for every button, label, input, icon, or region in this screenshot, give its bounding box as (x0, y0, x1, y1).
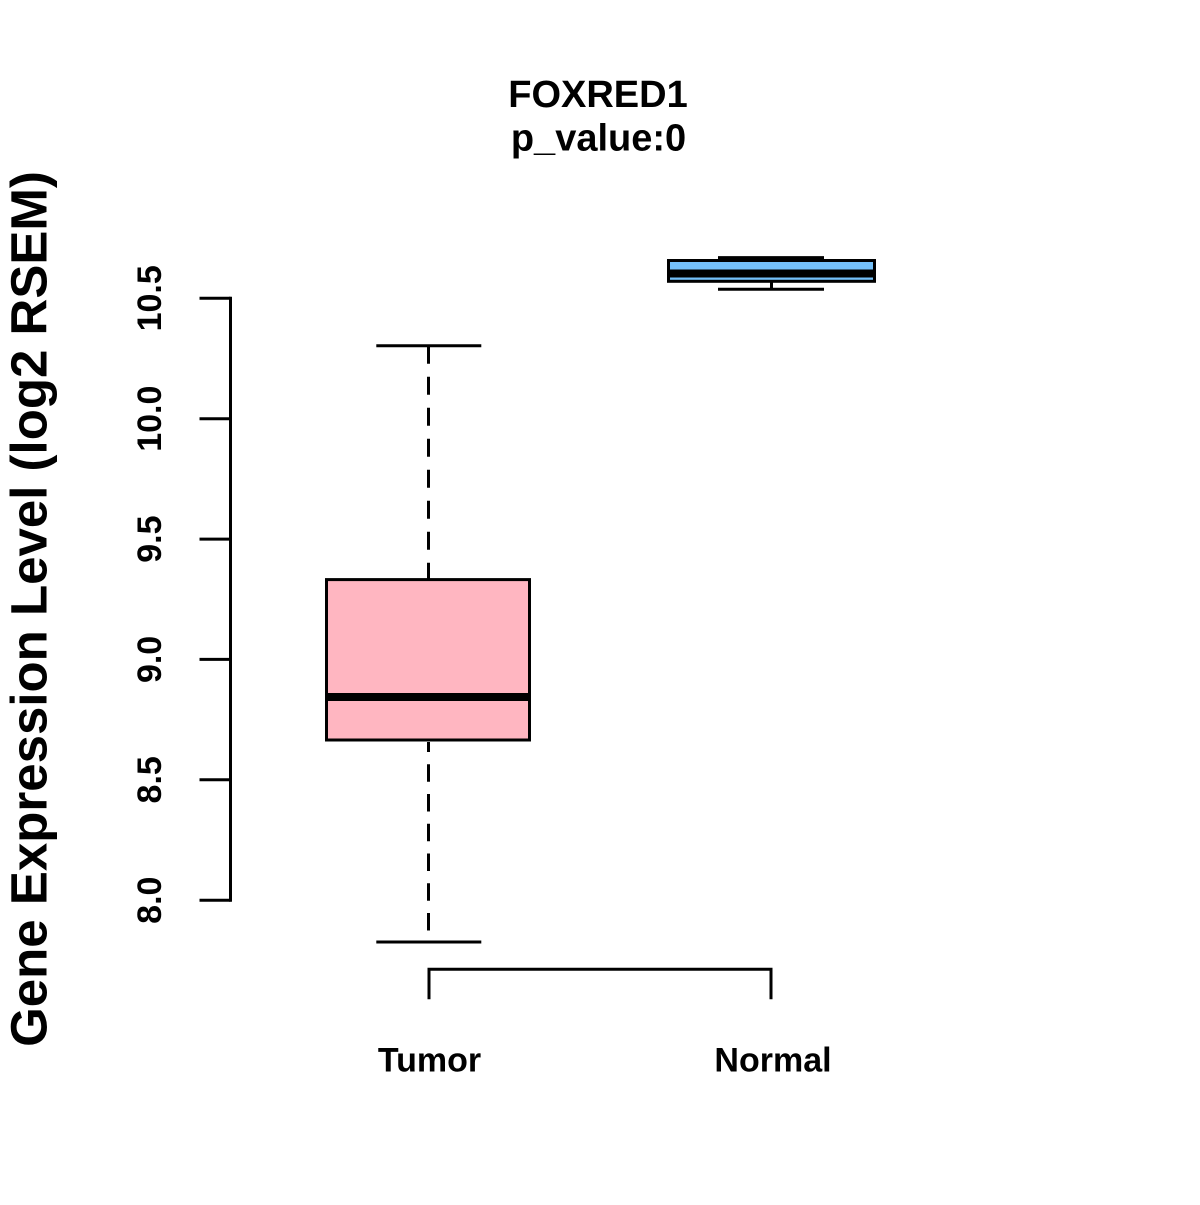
svg-text:9.0: 9.0 (131, 636, 169, 683)
svg-text:Gene Expression Level (log2 RS: Gene Expression Level (log2 RSEM) (1, 171, 58, 1047)
svg-text:8.0: 8.0 (131, 877, 169, 924)
svg-text:9.5: 9.5 (131, 515, 169, 562)
svg-text:10.5: 10.5 (131, 265, 169, 331)
svg-text:10.0: 10.0 (131, 386, 169, 452)
svg-text:8.5: 8.5 (131, 756, 169, 803)
svg-text:p_value:0: p_value:0 (511, 118, 686, 160)
svg-text:FOXRED1: FOXRED1 (508, 74, 687, 116)
svg-text:Tumor: Tumor (378, 1042, 481, 1080)
svg-text:Normal: Normal (714, 1042, 831, 1080)
